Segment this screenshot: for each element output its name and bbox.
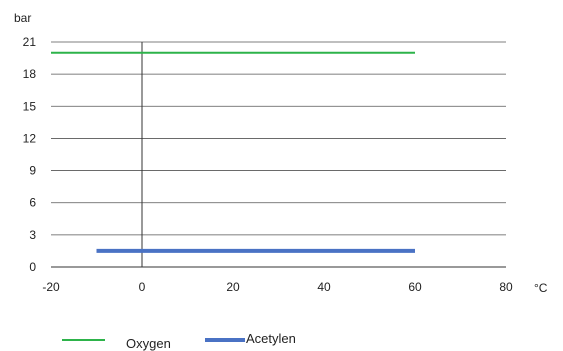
y-tick-label: 15: [23, 99, 37, 113]
x-tick-label: 0: [139, 280, 146, 294]
y-axis-label: bar: [14, 11, 31, 25]
x-tick-label: 60: [408, 280, 422, 294]
legend-item-oxygen: Oxygen: [62, 336, 171, 351]
y-tick-label: 12: [23, 131, 37, 145]
x-tick-label: 40: [317, 280, 331, 294]
y-tick-label: 18: [23, 67, 37, 81]
y-tick-label: 21: [23, 35, 37, 49]
x-tick-labels: -20 0 20 40 60 80: [42, 280, 513, 294]
x-axis-label: °C: [534, 281, 548, 295]
y-tick-label: 9: [29, 164, 36, 178]
legend-label: Acetylen: [246, 331, 296, 346]
series-lines: [51, 51, 415, 253]
legend-label: Oxygen: [126, 336, 171, 351]
grid-lines: [51, 41, 506, 236]
y-tick-label: 0: [29, 260, 36, 274]
x-tick-label: 80: [499, 280, 513, 294]
y-tick-label: 6: [29, 196, 36, 210]
legend-item-acetylen: Acetylen: [205, 331, 296, 346]
y-tick-label: 3: [29, 228, 36, 242]
x-tick-label: -20: [42, 280, 60, 294]
legend: Oxygen Acetylen: [62, 331, 296, 351]
x-tick-label: 20: [226, 280, 240, 294]
axes: [51, 42, 506, 268]
y-tick-labels: 0 3 6 9 12 15 18 21: [23, 35, 37, 274]
